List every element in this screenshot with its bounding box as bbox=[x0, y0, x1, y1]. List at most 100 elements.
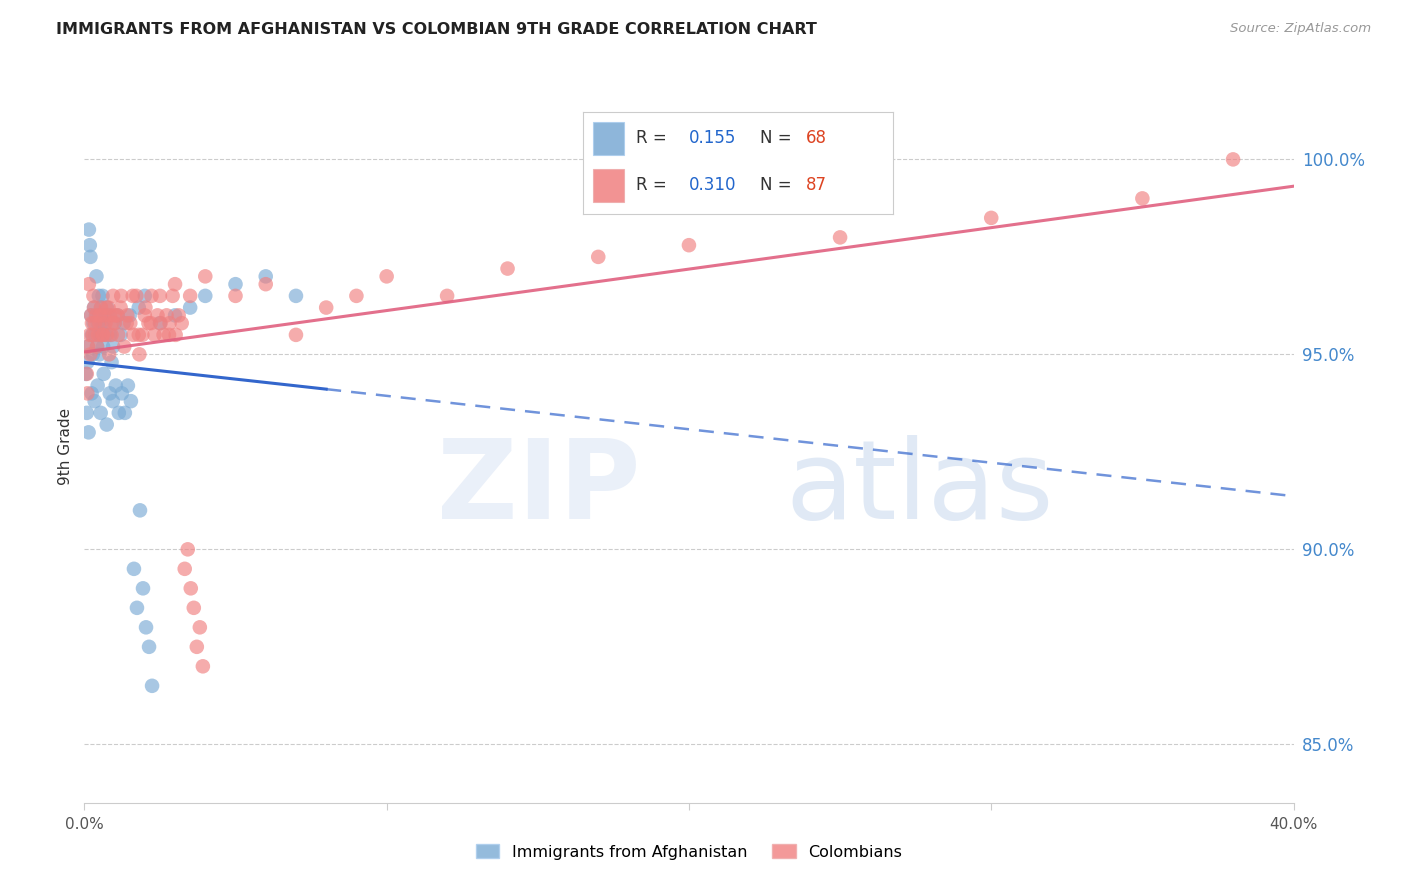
Point bbox=[84, 316, 107, 330]
Point bbox=[87, 316, 110, 330]
Point bbox=[125, 600, 148, 615]
Point bbox=[134, 309, 156, 323]
Text: IMMIGRANTS FROM AFGHANISTAN VS COLOMBIAN 9TH GRADE CORRELATION CHART: IMMIGRANTS FROM AFGHANISTAN VS COLOMBIAN… bbox=[56, 22, 817, 37]
Point bbox=[84, 309, 107, 323]
Point bbox=[91, 327, 114, 342]
Point bbox=[114, 406, 136, 420]
Point bbox=[91, 289, 114, 303]
Point bbox=[91, 340, 114, 354]
Text: N =: N = bbox=[759, 129, 797, 147]
Point bbox=[285, 327, 308, 342]
Point bbox=[107, 309, 129, 323]
Point bbox=[104, 316, 127, 330]
Point bbox=[77, 425, 100, 440]
Point bbox=[194, 269, 217, 284]
Point bbox=[108, 406, 131, 420]
Point bbox=[97, 309, 120, 323]
Point bbox=[82, 347, 104, 361]
Point bbox=[179, 301, 201, 315]
Point bbox=[1222, 153, 1244, 167]
Point bbox=[100, 355, 122, 369]
Point bbox=[129, 503, 152, 517]
Point bbox=[117, 309, 139, 323]
Point bbox=[117, 378, 139, 392]
Point bbox=[134, 301, 156, 315]
Point bbox=[179, 289, 201, 303]
Point bbox=[77, 340, 100, 354]
Point bbox=[79, 238, 101, 252]
Point bbox=[98, 327, 121, 342]
Point bbox=[170, 316, 193, 330]
Point bbox=[79, 327, 101, 342]
Point bbox=[89, 309, 111, 323]
Point bbox=[110, 327, 132, 342]
Bar bbox=[593, 122, 624, 154]
Point bbox=[76, 367, 98, 381]
Point bbox=[89, 347, 111, 361]
Point bbox=[86, 378, 108, 392]
Point bbox=[82, 289, 104, 303]
Point bbox=[980, 211, 1002, 225]
Point bbox=[86, 340, 108, 354]
Point bbox=[112, 316, 135, 330]
Point bbox=[177, 542, 200, 557]
Point bbox=[100, 327, 122, 342]
Text: ZIP: ZIP bbox=[437, 435, 641, 542]
Point bbox=[80, 327, 103, 342]
Point bbox=[146, 309, 169, 323]
Point bbox=[91, 327, 114, 342]
Point bbox=[94, 327, 117, 342]
Text: Source: ZipAtlas.com: Source: ZipAtlas.com bbox=[1230, 22, 1371, 36]
Point bbox=[98, 347, 121, 361]
Point bbox=[96, 417, 118, 432]
Point bbox=[76, 406, 98, 420]
Point bbox=[77, 277, 100, 292]
Point bbox=[149, 316, 172, 330]
Point bbox=[149, 289, 172, 303]
Text: atlas: atlas bbox=[786, 435, 1054, 542]
Point bbox=[82, 316, 104, 330]
Point bbox=[120, 394, 142, 409]
Point bbox=[101, 316, 124, 330]
Point bbox=[128, 301, 150, 315]
Point bbox=[120, 316, 142, 330]
Point bbox=[89, 316, 111, 330]
Point bbox=[83, 394, 105, 409]
Point bbox=[86, 340, 108, 354]
Point bbox=[155, 309, 177, 323]
Point bbox=[107, 327, 129, 342]
Text: 87: 87 bbox=[806, 177, 827, 194]
Point bbox=[830, 230, 852, 244]
Point bbox=[93, 316, 115, 330]
Point bbox=[90, 301, 112, 315]
Point bbox=[180, 582, 202, 596]
Point bbox=[225, 277, 247, 292]
Point bbox=[90, 301, 112, 315]
Point bbox=[77, 222, 100, 236]
Point bbox=[104, 309, 127, 323]
Point bbox=[79, 347, 101, 361]
Point bbox=[162, 289, 184, 303]
Point bbox=[173, 562, 195, 576]
Point bbox=[112, 340, 135, 354]
Point bbox=[165, 327, 187, 342]
Point bbox=[83, 301, 105, 315]
Point bbox=[89, 327, 111, 342]
Point bbox=[134, 289, 156, 303]
Point bbox=[678, 238, 700, 252]
Point bbox=[128, 347, 150, 361]
Point bbox=[285, 289, 308, 303]
Point bbox=[86, 309, 108, 323]
Point bbox=[76, 386, 98, 401]
Point bbox=[315, 301, 337, 315]
Text: 68: 68 bbox=[806, 129, 827, 147]
Point bbox=[141, 679, 163, 693]
Text: 0.155: 0.155 bbox=[689, 129, 735, 147]
Point bbox=[79, 250, 101, 264]
Point bbox=[122, 327, 145, 342]
Point bbox=[110, 289, 132, 303]
Point bbox=[101, 340, 124, 354]
Point bbox=[98, 386, 121, 401]
Point bbox=[93, 367, 115, 381]
Point bbox=[75, 367, 97, 381]
